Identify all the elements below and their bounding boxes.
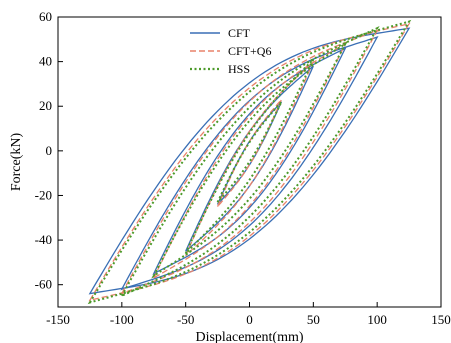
y-tick-label: -60: [35, 277, 52, 292]
hysteresis-loop-cft-q6: [88, 22, 411, 302]
legend-label-hss: HSS: [228, 62, 250, 76]
y-tick-label: 0: [46, 143, 53, 158]
x-tick-label: 100: [367, 312, 387, 327]
plot-frame: [57, 16, 442, 308]
y-tick-label: 60: [39, 9, 52, 24]
y-tick-label: 40: [39, 54, 52, 69]
hysteresis-loop-hss: [184, 58, 315, 255]
hysteresis-loop-hss: [87, 19, 412, 305]
y-axis-title: Force(kN): [9, 133, 24, 192]
y-tick-label: -40: [35, 232, 52, 247]
hysteresis-loop-hss: [119, 25, 380, 299]
plot-marks: [87, 19, 412, 305]
y-tick-label: 20: [39, 98, 52, 113]
hysteresis-loop-cft: [88, 27, 411, 295]
hysteresis-loop-cft: [120, 35, 379, 291]
hysteresis-loop-cft-q6: [120, 29, 379, 295]
axis-ticks: -150 -100 -50 0 50 100 150 -60 -40 -20 0 20 40 60: [35, 9, 451, 327]
legend: CFT CFT+Q6 HSS: [190, 26, 271, 76]
legend-label-cft: CFT: [228, 26, 251, 40]
hysteresis-loop-cft-q6: [216, 99, 283, 208]
x-axis-title: Displacement(mm): [195, 330, 303, 343]
x-tick-label: 0: [246, 312, 253, 327]
x-tick-label: -100: [110, 312, 134, 327]
x-tick-label: -150: [46, 312, 70, 327]
series-cft: [88, 27, 411, 295]
series-hss: [87, 19, 412, 305]
hysteresis-loop-cft: [185, 65, 314, 252]
hysteresis-loop-cft: [217, 101, 282, 205]
hysteresis-loop-cft-q6: [185, 61, 314, 257]
y-tick-label: -20: [35, 187, 52, 202]
legend-label-cft-q6: CFT+Q6: [228, 44, 271, 58]
x-tick-label: 50: [307, 312, 320, 327]
hysteresis-loop-hss: [151, 40, 348, 279]
x-tick-label: -50: [177, 312, 194, 327]
x-tick-label: 150: [431, 312, 451, 327]
